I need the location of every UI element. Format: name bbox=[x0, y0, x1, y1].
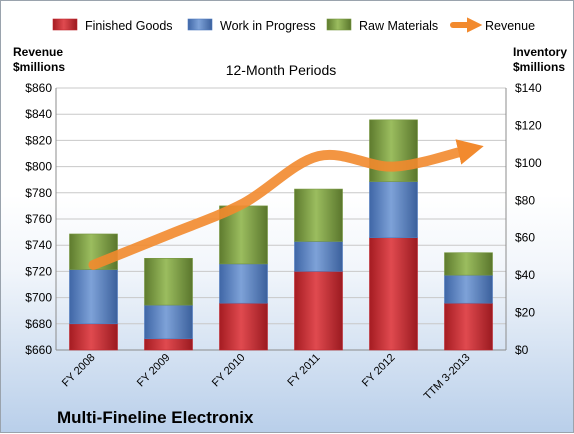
gridlines bbox=[55, 87, 507, 351]
bar-raw-materials bbox=[294, 188, 343, 242]
bar-finished-goods bbox=[219, 302, 268, 351]
left-tick-label: $840 bbox=[25, 107, 52, 121]
bar-stacks bbox=[69, 119, 493, 351]
bar-finished-goods bbox=[144, 338, 193, 351]
bar-finished-goods bbox=[444, 302, 493, 351]
bar-raw-materials bbox=[369, 119, 418, 182]
revenue-line bbox=[88, 139, 484, 270]
chart-subtitle: 12-Month Periods bbox=[226, 62, 337, 78]
left-tick-label: $780 bbox=[25, 186, 52, 200]
right-tick-label: $60 bbox=[515, 231, 535, 245]
category-label: TTM 3-2013 bbox=[422, 352, 473, 403]
right-tick-label: $40 bbox=[515, 268, 535, 282]
bar-work-in-progress bbox=[144, 304, 193, 340]
legend-label: Work in Progress bbox=[220, 19, 316, 33]
legend-swatch bbox=[187, 18, 213, 31]
bar-finished-goods bbox=[294, 271, 343, 351]
left-tick-label: $740 bbox=[25, 238, 52, 252]
right-axis-title-line1: Inventory bbox=[513, 45, 567, 59]
right-axis-title-line2: $millions bbox=[513, 60, 565, 74]
legend: Finished Goods Work in Progress Raw Materi… bbox=[52, 17, 535, 33]
bar-raw-materials bbox=[444, 252, 493, 276]
left-tick-label: $820 bbox=[25, 133, 52, 147]
left-tick-label: $800 bbox=[25, 160, 52, 174]
bar-work-in-progress bbox=[369, 181, 418, 239]
left-tick-label: $660 bbox=[25, 343, 52, 357]
right-tick-label: $120 bbox=[515, 118, 542, 132]
left-tick-label: $760 bbox=[25, 212, 52, 226]
legend-swatch bbox=[52, 18, 78, 31]
category-label: FY 2010 bbox=[210, 352, 248, 390]
bar-work-in-progress bbox=[69, 269, 118, 325]
category-label: FY 2008 bbox=[60, 352, 98, 390]
left-tick-label: $700 bbox=[25, 291, 52, 305]
left-axis-title-line2: $millions bbox=[13, 60, 65, 74]
bar-finished-goods bbox=[369, 237, 418, 351]
right-tick-label: $80 bbox=[515, 193, 535, 207]
right-tick-label: $100 bbox=[515, 156, 542, 170]
bar-work-in-progress bbox=[294, 241, 343, 272]
bar-work-in-progress bbox=[219, 263, 268, 304]
category-label: FY 2011 bbox=[285, 352, 322, 389]
bar-raw-materials bbox=[144, 257, 193, 306]
legend-swatch bbox=[326, 18, 352, 31]
left-axis-ticks: $660 $680 $700 $720 $740 $760 $780 $800 $820 $840… bbox=[25, 81, 52, 357]
bar-work-in-progress bbox=[444, 274, 493, 304]
right-tick-label: $0 bbox=[515, 343, 529, 357]
right-tick-label: $140 bbox=[515, 81, 542, 95]
right-axis-ticks: $0 $20 $40 $60 $80 $100 $120 $140 bbox=[515, 81, 542, 357]
left-tick-label: $680 bbox=[25, 317, 52, 331]
company-name: Multi-Fineline Electronix bbox=[57, 408, 254, 427]
left-tick-label: $720 bbox=[25, 264, 52, 278]
legend-label: Finished Goods bbox=[85, 19, 173, 33]
category-label: FY 2009 bbox=[135, 352, 173, 390]
left-tick-label: $860 bbox=[25, 81, 52, 95]
bar-finished-goods bbox=[69, 323, 118, 351]
left-axis-title-line1: Revenue bbox=[13, 45, 63, 59]
legend-label: Revenue bbox=[485, 19, 535, 33]
category-labels: FY 2008 FY 2009 FY 2010 FY 2011 FY 2012 TTM 3… bbox=[60, 352, 473, 403]
right-tick-label: $20 bbox=[515, 306, 535, 320]
legend-label: Raw Materials bbox=[359, 19, 438, 33]
category-label: FY 2012 bbox=[360, 352, 398, 390]
revenue-line-layer bbox=[88, 139, 484, 270]
